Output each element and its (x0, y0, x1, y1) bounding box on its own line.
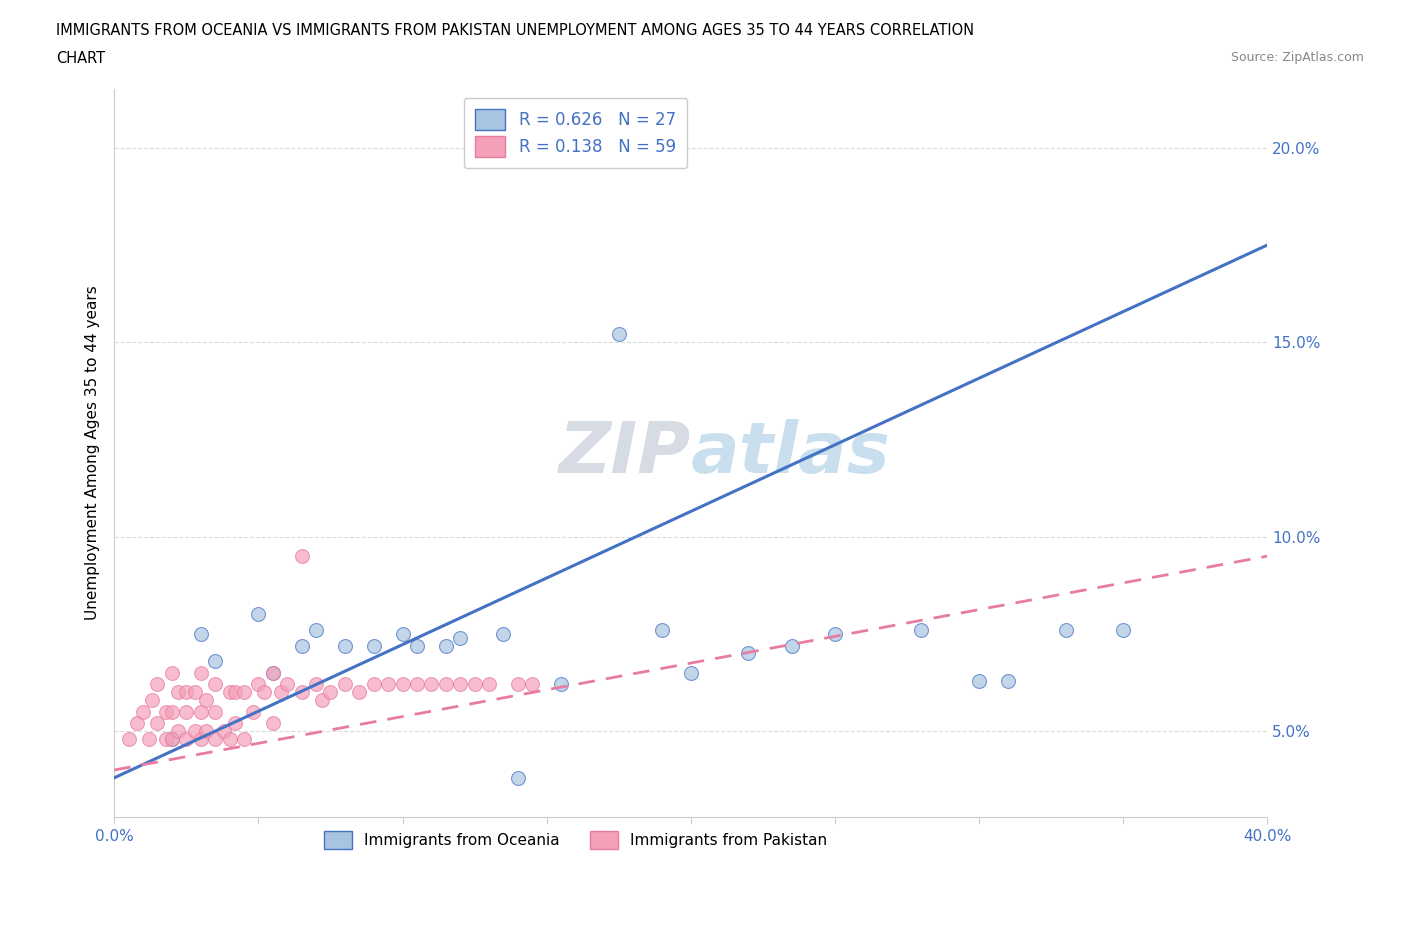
Point (155, 732, 177, 747)
Text: Source: ZipAtlas.com: Source: ZipAtlas.com (1230, 51, 1364, 64)
Point (377, 677, 399, 692)
Point (253, 684, 276, 699)
Point (464, 677, 486, 692)
Point (363, 638, 385, 653)
Point (270, 684, 292, 699)
Text: atlas: atlas (690, 418, 890, 487)
Point (434, 638, 457, 653)
Point (174, 684, 197, 699)
Point (190, 704, 212, 719)
Point (190, 665, 212, 680)
Point (449, 677, 471, 692)
Point (492, 627, 515, 642)
Point (406, 638, 429, 653)
Point (333, 638, 356, 653)
Point (127, 716, 149, 731)
Point (311, 693, 333, 708)
Point (160, 732, 183, 747)
Point (967, 673, 990, 688)
Point (138, 732, 160, 747)
Point (305, 677, 328, 692)
Point (550, 677, 572, 692)
Point (262, 665, 284, 680)
Point (218, 732, 240, 747)
Point (190, 627, 212, 642)
Point (305, 622, 328, 637)
Point (1054, 622, 1077, 637)
Point (155, 704, 177, 719)
Point (247, 677, 270, 692)
Point (262, 665, 284, 680)
Point (160, 704, 183, 719)
Point (232, 684, 254, 699)
Point (132, 704, 155, 719)
Point (247, 607, 270, 622)
Point (204, 732, 226, 747)
Point (160, 665, 183, 680)
Point (434, 677, 457, 692)
Y-axis label: Unemployment Among Ages 35 to 44 years: Unemployment Among Ages 35 to 44 years (86, 286, 100, 620)
Point (406, 677, 429, 692)
Point (232, 732, 254, 747)
Point (184, 684, 207, 699)
Point (276, 677, 298, 692)
Point (780, 638, 803, 653)
Point (190, 732, 212, 747)
Point (349, 684, 371, 699)
Point (391, 627, 413, 642)
Point (522, 677, 544, 692)
Point (146, 677, 169, 692)
Text: IMMIGRANTS FROM OCEANIA VS IMMIGRANTS FROM PAKISTAN UNEMPLOYMENT AMONG AGES 35 T: IMMIGRANTS FROM OCEANIA VS IMMIGRANTS FR… (56, 23, 974, 38)
Point (651, 622, 673, 637)
Point (141, 693, 163, 708)
Point (146, 716, 169, 731)
Point (449, 631, 471, 645)
Point (679, 665, 702, 680)
Point (174, 704, 197, 719)
Point (242, 704, 264, 719)
Point (607, 327, 630, 342)
Point (333, 677, 356, 692)
Point (262, 716, 284, 731)
Point (291, 638, 314, 653)
Point (478, 677, 501, 692)
Point (391, 677, 413, 692)
Point (824, 627, 846, 642)
Point (291, 684, 314, 699)
Point (1112, 622, 1135, 637)
Point (160, 732, 183, 747)
Text: ZIP: ZIP (558, 418, 690, 487)
Point (204, 704, 226, 719)
Legend: Immigrants from Oceania, Immigrants from Pakistan: Immigrants from Oceania, Immigrants from… (314, 820, 838, 860)
Text: CHART: CHART (56, 51, 105, 66)
Point (184, 724, 207, 738)
Point (212, 724, 235, 738)
Point (224, 684, 246, 699)
Point (363, 677, 385, 692)
Point (506, 677, 529, 692)
Point (204, 654, 226, 669)
Point (997, 673, 1019, 688)
Point (319, 684, 342, 699)
Point (166, 724, 188, 738)
Point (420, 677, 443, 692)
Point (174, 732, 197, 747)
Point (117, 732, 139, 747)
Point (224, 716, 246, 731)
Point (195, 724, 218, 738)
Point (166, 684, 188, 699)
Point (910, 622, 932, 637)
Point (195, 693, 218, 708)
Point (204, 677, 226, 692)
Point (291, 549, 314, 564)
Point (218, 684, 240, 699)
Point (506, 770, 529, 785)
Point (737, 646, 759, 661)
